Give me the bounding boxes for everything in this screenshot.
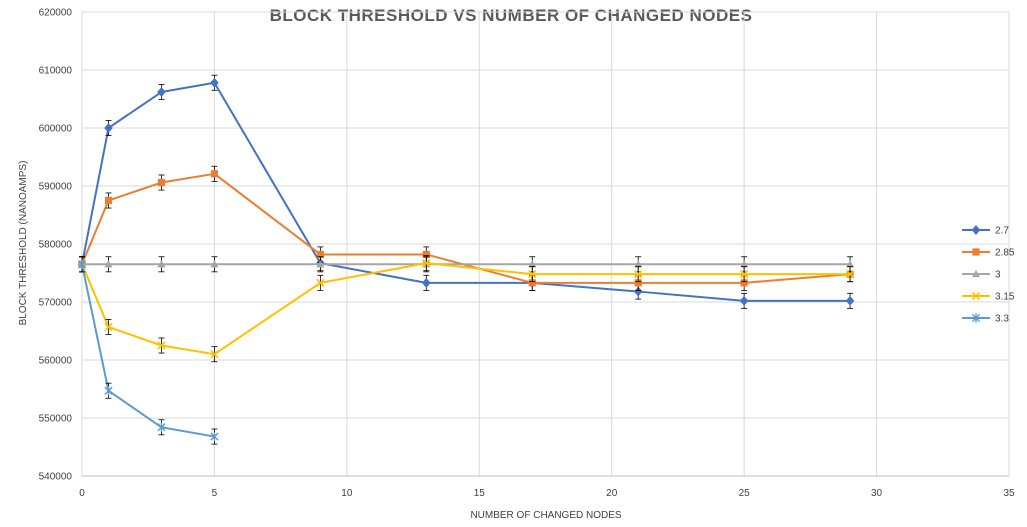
y-tick-label: 570000	[39, 298, 73, 309]
data-point	[739, 295, 749, 306]
y-tick-label: 580000	[39, 240, 73, 251]
data-point	[157, 87, 166, 98]
data-point	[634, 279, 642, 287]
legend: 2.7 2.85 3 3.15 3.3	[962, 225, 1015, 325]
data-point	[634, 260, 643, 268]
data-point	[972, 248, 980, 256]
y-tick-label: 610000	[39, 66, 73, 77]
data-point-stroke	[634, 269, 643, 279]
data-point-stroke	[971, 291, 981, 301]
data-point-stroke	[739, 269, 749, 279]
x-tick-label: 15	[474, 488, 486, 499]
series-line	[81, 172, 851, 284]
x-axis-title: NUMBER OF CHANGED NODES	[470, 510, 621, 521]
data-point	[104, 196, 113, 205]
data-point-stroke	[104, 322, 113, 332]
data-point	[422, 250, 430, 259]
data-point	[971, 313, 981, 323]
series-2-85	[78, 165, 854, 291]
data-point-stroke	[316, 278, 325, 288]
data-point	[422, 258, 431, 268]
data-point	[634, 269, 643, 279]
data-point	[740, 260, 749, 268]
x-tick-label: 30	[871, 488, 883, 499]
data-point	[210, 350, 219, 359]
data-point	[104, 386, 113, 396]
series-line	[81, 262, 851, 356]
data-point	[739, 269, 749, 279]
data-point	[77, 259, 87, 269]
data-point	[210, 431, 219, 442]
y-axis-title: BLOCK THRESHOLD (NANOAMPS)	[18, 161, 29, 326]
data-point	[971, 225, 981, 235]
data-point-stroke	[422, 258, 431, 268]
data-point	[528, 269, 537, 279]
x-tick-label: 0	[79, 488, 85, 499]
data-point	[316, 250, 324, 259]
legend-entry: 2.7	[962, 225, 1009, 237]
data-point	[157, 178, 166, 187]
data-point	[528, 260, 537, 268]
x-tick-label: 5	[212, 488, 218, 499]
series-3-15	[77, 255, 855, 363]
data-point	[845, 295, 855, 306]
data-point	[104, 123, 113, 133]
data-point-stroke	[157, 341, 166, 350]
data-point	[210, 170, 219, 178]
legend-label: 2.85	[995, 248, 1015, 259]
data-point	[422, 277, 431, 288]
data-point	[157, 422, 166, 432]
axes: 540000 550000 560000 570000 580000 590000 6000…	[39, 8, 1015, 500]
data-point	[740, 279, 748, 287]
x-tick-label: 35	[1003, 488, 1015, 499]
y-tick-label: 620000	[39, 8, 73, 19]
data-point	[971, 291, 981, 301]
data-point-stroke	[210, 350, 219, 359]
x-tick-label: 10	[341, 488, 353, 499]
legend-entry: 3.3	[962, 313, 1009, 325]
legend-entry: 3.15	[962, 292, 1015, 303]
data-point	[316, 278, 325, 288]
legend-label: 3	[995, 270, 1001, 281]
data-point	[104, 322, 113, 332]
x-tick-label: 25	[739, 488, 751, 499]
y-tick-label: 590000	[39, 182, 73, 193]
series-3	[77, 256, 855, 273]
data-point-stroke	[845, 269, 855, 279]
series-3-3	[77, 256, 219, 445]
data-point	[157, 341, 166, 350]
legend-entry: 3	[962, 270, 1001, 281]
data-point	[210, 77, 219, 88]
series-layer	[77, 74, 855, 445]
data-point	[845, 260, 855, 268]
data-point	[157, 260, 166, 268]
legend-label: 3.3	[995, 314, 1009, 325]
y-tick-label: 550000	[39, 414, 73, 425]
data-point	[316, 260, 325, 268]
legend-label: 3.15	[995, 292, 1015, 303]
legend-label: 2.7	[995, 226, 1009, 237]
data-point	[971, 269, 981, 278]
y-tick-label: 540000	[39, 472, 73, 483]
chart-title: BLOCK THRESHOLD VS NUMBER OF CHANGED NOD…	[270, 6, 753, 25]
x-tick-label: 20	[606, 488, 618, 499]
data-point	[104, 260, 113, 268]
data-point-stroke	[528, 269, 537, 279]
data-point	[210, 260, 219, 268]
data-point	[528, 279, 536, 287]
legend-entry: 2.85	[962, 248, 1015, 259]
gridlines	[81, 11, 1010, 477]
series-line	[81, 264, 215, 438]
data-point	[845, 269, 855, 279]
y-tick-label: 600000	[39, 124, 73, 135]
y-tick-label: 560000	[39, 356, 73, 367]
